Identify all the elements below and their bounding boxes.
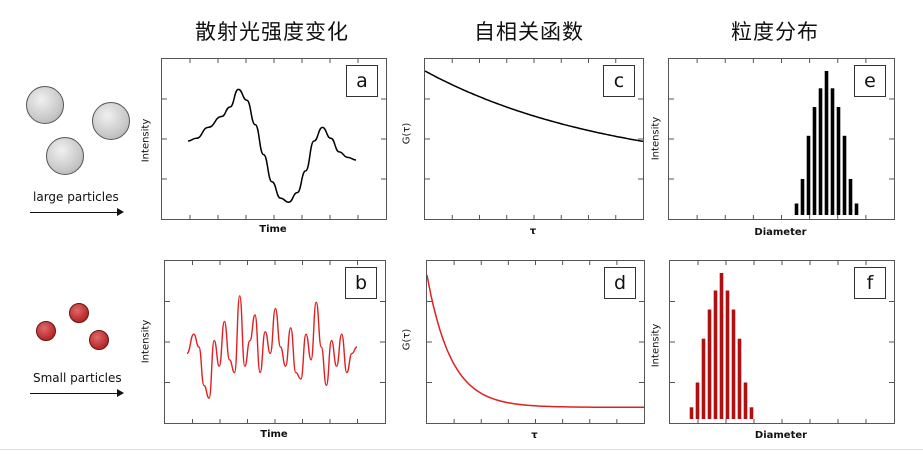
- small-particle-3: [89, 330, 109, 350]
- bar-f-10: [743, 382, 748, 419]
- panel-b-tag: b: [345, 267, 377, 299]
- series-line-c: [425, 70, 643, 143]
- large-particles-arrow: [30, 208, 124, 216]
- panel-a-tag: a: [346, 65, 378, 97]
- panel-d-tag: d: [604, 267, 636, 299]
- panel-d-ylabel: G(τ): [401, 328, 413, 351]
- chart-f: [670, 261, 894, 423]
- chart-e: [669, 59, 894, 219]
- panel-f: f: [669, 260, 895, 424]
- panel-c: c: [424, 58, 644, 220]
- chart-b: [165, 261, 385, 423]
- panel-e-xlabel: Diameter: [754, 227, 807, 238]
- bar-e-9: [842, 135, 847, 215]
- large-particles-label: large particles: [33, 190, 119, 204]
- panel-e-tag: e: [854, 65, 886, 97]
- bar-f-9: [737, 338, 742, 419]
- title-size-distribution: 粒度分布: [731, 20, 819, 44]
- small-particles-label: Small particles: [33, 371, 122, 385]
- large-particle-2: [92, 102, 130, 140]
- panel-b: b: [164, 260, 386, 424]
- bar-e-11: [854, 203, 859, 215]
- panel-f-ylabel: Intensity: [650, 323, 662, 368]
- panel-b-xlabel: Time: [260, 429, 288, 440]
- bar-e-6: [824, 71, 829, 215]
- title-scattering: 散射光强度变化: [195, 20, 349, 44]
- series-line-b: [186, 295, 358, 399]
- bar-f-6: [719, 273, 724, 419]
- bar-e-2: [800, 179, 805, 215]
- bar-e-7: [830, 88, 835, 215]
- bar-e-8: [836, 107, 841, 215]
- title-autocorrelation: 自相关函数: [474, 20, 584, 44]
- panel-a: a: [161, 58, 387, 220]
- panel-d: d: [426, 260, 645, 424]
- bottom-divider: [0, 449, 923, 450]
- panel-b-ylabel: Intensity: [140, 319, 152, 364]
- bar-f-2: [695, 382, 700, 419]
- bar-e-3: [806, 135, 811, 215]
- large-particle-1: [26, 86, 64, 124]
- panel-a-xlabel: Time: [259, 224, 287, 235]
- panel-c-ylabel: G(τ): [401, 122, 413, 145]
- panel-c-xlabel: τ: [529, 226, 537, 237]
- chart-c: [425, 59, 643, 219]
- series-line-d: [427, 274, 644, 409]
- bar-e-10: [848, 179, 853, 215]
- panel-f-tag: f: [854, 267, 886, 299]
- bar-f-5: [713, 290, 718, 419]
- bar-f-4: [707, 309, 712, 419]
- small-particle-2: [69, 303, 89, 323]
- panel-d-xlabel: τ: [531, 430, 538, 441]
- bar-e-4: [812, 107, 817, 215]
- bar-f-11: [749, 407, 754, 419]
- bar-e-1: [794, 203, 799, 215]
- small-particles-arrow: [30, 389, 124, 397]
- bar-f-7: [725, 290, 730, 419]
- small-particle-1: [36, 321, 56, 341]
- bar-f-8: [731, 309, 736, 419]
- panel-e: e: [668, 58, 895, 220]
- chart-d: [427, 261, 644, 423]
- chart-a: [162, 59, 386, 219]
- panel-e-ylabel: Intensity: [650, 116, 662, 161]
- panel-f-xlabel: Diameter: [754, 430, 808, 441]
- bar-f-1: [689, 407, 694, 419]
- bar-f-3: [701, 338, 706, 419]
- bar-e-5: [818, 88, 823, 215]
- panel-c-tag: c: [603, 65, 635, 97]
- large-particle-3: [46, 137, 84, 175]
- panel-a-ylabel: Intensity: [140, 118, 152, 163]
- series-line-a: [187, 88, 357, 203]
